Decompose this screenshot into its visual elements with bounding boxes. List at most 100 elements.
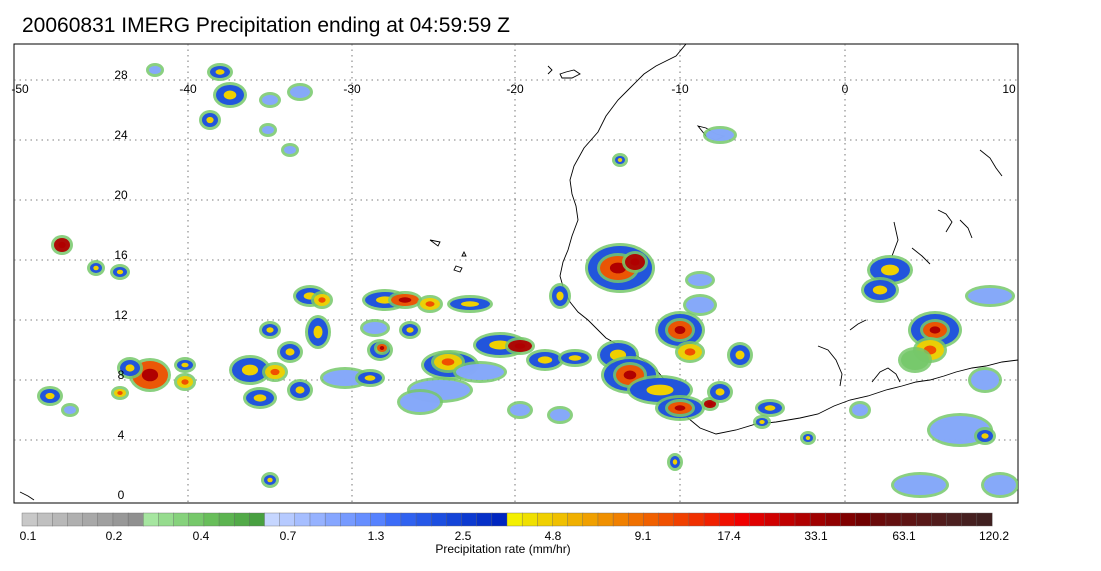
colorbar-swatch [97, 512, 114, 527]
colorbar-swatch [916, 512, 932, 527]
lon-label: -20 [506, 82, 524, 96]
colorbar-swatch [506, 512, 523, 527]
colorbar-swatch [385, 512, 402, 527]
rain-cell-core [514, 343, 526, 349]
rain-cell [262, 126, 274, 134]
colorbar-swatch [718, 512, 735, 527]
rain-cell [968, 288, 1012, 304]
rain-cell-core [537, 356, 553, 364]
colorbar-swatch [885, 512, 902, 527]
colorbar-swatch [279, 512, 296, 527]
rain-cell-core [617, 158, 623, 162]
rain-cell-core [759, 420, 765, 424]
colorbar-swatch [703, 512, 720, 527]
rain-cell-core [223, 90, 237, 100]
rain-cell-core [623, 370, 637, 380]
rain-cell [64, 406, 76, 414]
rain-cell-core [556, 291, 564, 301]
colorbar-tick-label: 0.2 [105, 529, 123, 543]
rain-cell [984, 475, 1016, 495]
rain-cell [456, 364, 504, 380]
colorbar-swatch [870, 512, 887, 527]
rain-cell [894, 475, 946, 495]
colorbar-swatch [370, 512, 387, 527]
graticule [14, 44, 1018, 503]
rain-cell [400, 392, 440, 412]
colorbar-tick-label: 2.5 [454, 529, 472, 543]
rain-cell-core [266, 327, 274, 333]
rain-cell-core [441, 358, 455, 366]
colorbar-swatch [127, 512, 144, 527]
rain-cell [706, 129, 734, 141]
colorbar-swatch [779, 512, 796, 527]
colorbar-tick-label: 4.8 [544, 529, 562, 543]
colorbar-swatch [597, 512, 614, 527]
colorbar-swatch [567, 512, 584, 527]
colorbar-swatch [203, 512, 220, 527]
colorbar-swatch [673, 512, 690, 527]
lat-label: 8 [118, 368, 125, 382]
colorbar-swatch [431, 512, 447, 527]
colorbar-title: Precipitation rate (mm/hr) [435, 542, 571, 556]
colorbar-swatch [825, 512, 841, 527]
colorbar-swatch [976, 512, 993, 527]
colorbar-swatch [749, 512, 766, 527]
lat-label: 20 [114, 188, 128, 202]
colorbar-swatch [112, 512, 129, 527]
colorbar-swatch [67, 512, 84, 527]
colorbar-tick-label: 17.4 [717, 529, 741, 543]
colorbar-swatch [537, 512, 553, 527]
colorbar-swatch [582, 512, 599, 527]
rain-cell-core [285, 348, 295, 356]
colorbar-tick-label: 63.1 [892, 529, 916, 543]
colorbar-tick-label: 0.1 [19, 529, 37, 543]
lat-label: 24 [114, 128, 128, 142]
colorbar-swatch [946, 512, 963, 527]
lon-label: 0 [842, 82, 849, 96]
rain-cell-core [253, 394, 267, 402]
lon-label: -10 [671, 82, 689, 96]
colorbar-swatch [643, 512, 660, 527]
colorbar-swatch [264, 512, 281, 527]
colorbar-swatch [476, 512, 493, 527]
colorbar-swatch [52, 512, 68, 527]
colorbar-swatch [36, 512, 53, 527]
colorbar-swatch [855, 512, 872, 527]
rain-cell-core [630, 258, 640, 266]
colorbar-swatch [734, 512, 751, 527]
rain-cell [686, 297, 714, 313]
page-title: 20060831 IMERG Precipitation ending at 0… [22, 14, 510, 37]
colorbar-swatch [415, 512, 432, 527]
rain-cell [149, 66, 161, 74]
rain-cell-core [267, 477, 273, 483]
lat-label: 4 [118, 428, 125, 442]
colorbar-swatch [446, 512, 463, 527]
rain-cell-core [872, 285, 888, 295]
colorbar-swatch [794, 512, 811, 527]
longitude-labels: -50 -40 -30 -20 -10 0 10 [11, 82, 1016, 96]
colorbar-swatch [628, 512, 644, 527]
rain-cell-core [684, 348, 696, 356]
rain-cell-core [125, 364, 135, 372]
rain-cell-core [672, 459, 678, 465]
rain-cell-core [406, 327, 414, 333]
lon-label: -40 [179, 82, 197, 96]
rain-cell [510, 404, 530, 416]
colorbar-swatch [961, 512, 978, 527]
lat-label: 28 [114, 68, 128, 82]
lon-label: -50 [11, 82, 29, 96]
rain-cell-core [674, 325, 686, 335]
colorbar-swatch [461, 512, 478, 527]
colorbar-swatch [294, 512, 311, 527]
rain-cell-core [929, 326, 941, 334]
rain-cell [971, 370, 999, 390]
colorbar-swatch [840, 512, 857, 527]
map-frame [13, 43, 1019, 504]
rain-cell-core [181, 362, 189, 368]
rain-cell [688, 274, 712, 286]
colorbar-swatch [340, 512, 356, 527]
colorbar-swatch [173, 512, 190, 527]
rain-cell-core [141, 368, 159, 382]
rain-cell-core [674, 405, 686, 411]
colorbar-swatch [309, 512, 326, 527]
